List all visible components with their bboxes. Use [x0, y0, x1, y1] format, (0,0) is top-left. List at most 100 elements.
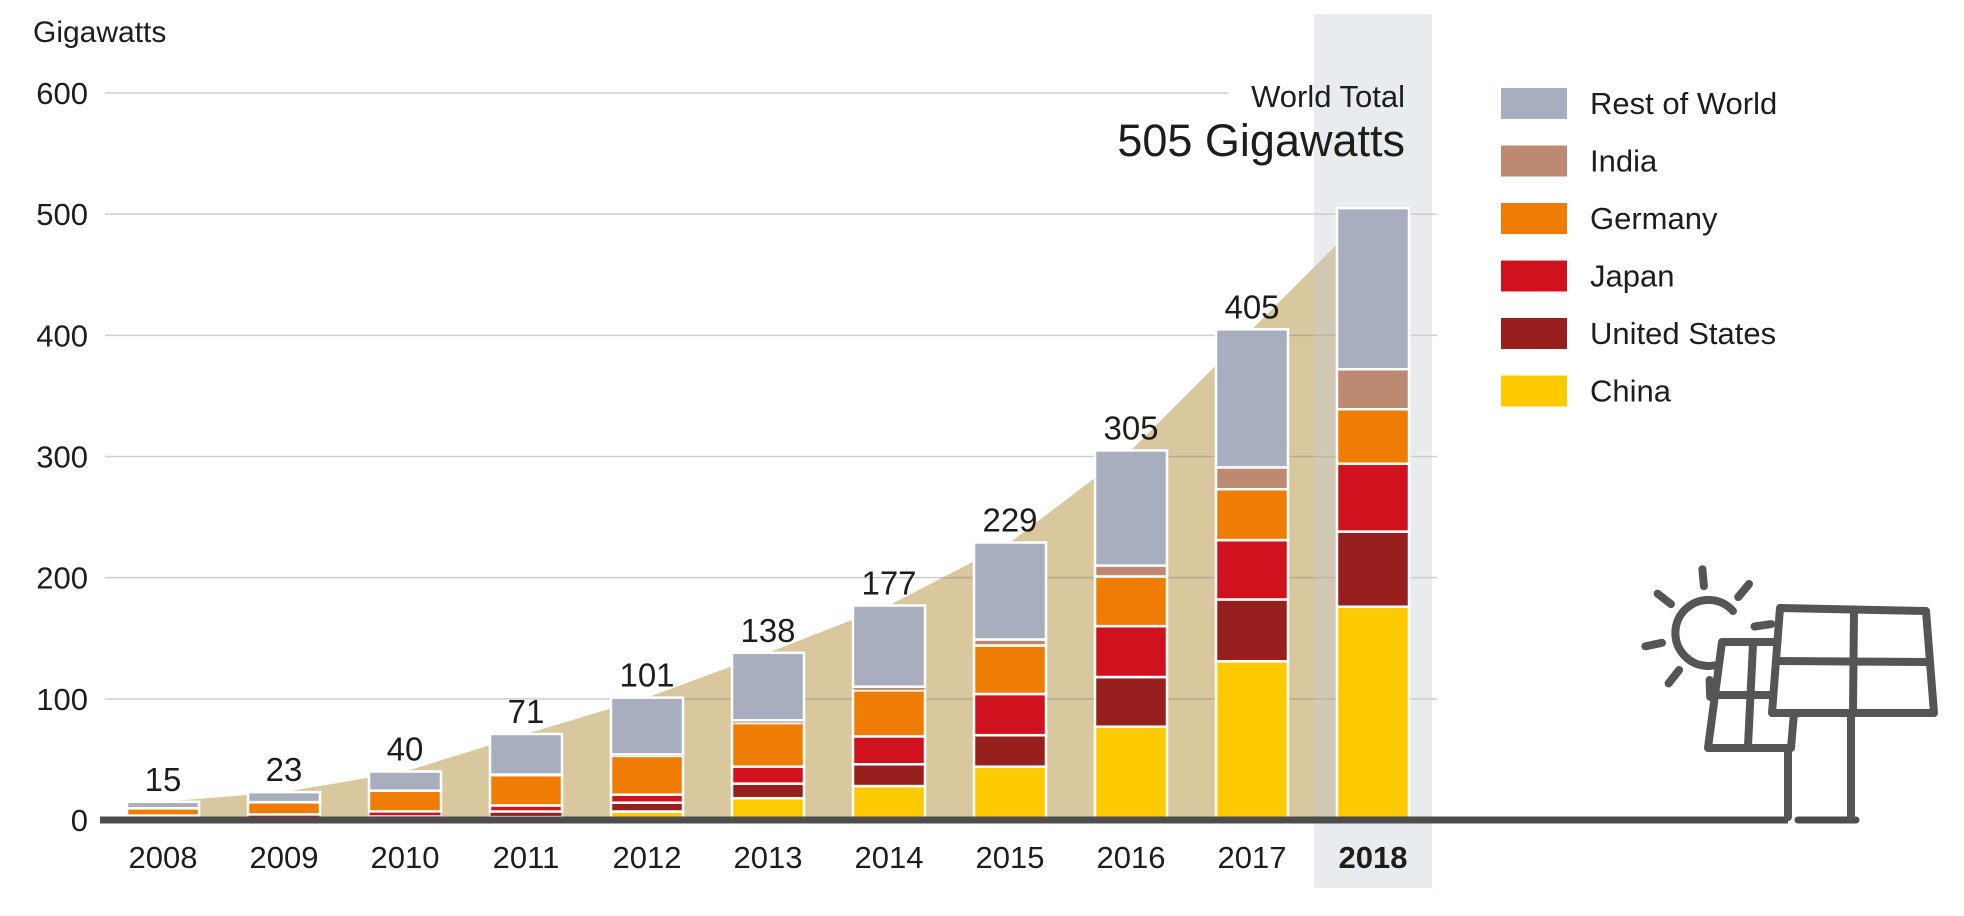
bar-segment-2015-rest-of-world [972, 541, 1048, 641]
legend-item-germany: Germany [1501, 201, 1718, 236]
sun-ray-6 [1705, 676, 1715, 701]
year-label-2016: 2016 [1097, 840, 1166, 875]
year-label-2008: 2008 [129, 840, 198, 875]
sun-ray-1 [1734, 580, 1754, 601]
total-label-2009: 23 [266, 751, 303, 788]
legend-label-china: China [1590, 374, 1672, 409]
legend-item-united-states: United States [1501, 316, 1776, 351]
bar-segment-2014-china [851, 784, 927, 822]
total-label-2017: 405 [1224, 288, 1279, 325]
bar-segment-2008-rest-of-world [125, 800, 201, 810]
bar-2012 [609, 696, 685, 822]
world-total-value: 505 Gigawatts [1117, 115, 1405, 166]
legend-swatch-india [1501, 145, 1567, 177]
bar-segment-2018-china [1335, 605, 1411, 822]
bar-segment-2015-china [972, 765, 1048, 822]
sun-ray-5 [1664, 666, 1684, 688]
bar-segment-2017-india [1214, 466, 1290, 491]
bar-2013 [730, 651, 806, 822]
sun-ray-3 [1653, 589, 1675, 609]
bars-layer [125, 206, 1411, 822]
total-label-2012: 101 [619, 657, 674, 694]
legend-label-united-states: United States [1590, 316, 1776, 351]
year-label-2009: 2009 [250, 840, 319, 875]
bar-segment-2014-rest-of-world [851, 604, 927, 688]
bar-segment-2009-rest-of-world [246, 790, 322, 804]
legend-swatch-china [1501, 375, 1567, 407]
legend-label-india: India [1590, 144, 1658, 179]
bar-segment-2016-china [1093, 725, 1169, 822]
year-label-2015: 2015 [976, 840, 1045, 875]
bar-segment-2017-china [1214, 660, 1290, 822]
bar-2017 [1214, 328, 1290, 822]
bar-segment-2010-rest-of-world [367, 770, 443, 792]
world-total-label: World Total [1251, 79, 1405, 114]
sun-ray-0 [1698, 565, 1708, 591]
year-label-2011: 2011 [493, 840, 560, 875]
bar-segment-2016-rest-of-world [1093, 449, 1169, 567]
y-tick-label-600: 600 [36, 76, 88, 111]
bar-segment-2012-germany [609, 754, 685, 796]
year-label-2018: 2018 [1339, 840, 1408, 875]
bar-segment-2011-germany [488, 773, 564, 807]
bar-2018 [1335, 206, 1411, 822]
y-tick-label-400: 400 [36, 318, 88, 353]
bar-segment-2014-japan [851, 735, 927, 766]
bar-segment-2015-germany [972, 644, 1048, 696]
legend-item-india: India [1501, 144, 1658, 179]
world-total-area-layer [163, 208, 1373, 821]
bar-2016 [1093, 449, 1169, 822]
bar-segment-2018-germany [1335, 408, 1411, 466]
y-axis-title: Gigawatts [33, 16, 166, 49]
bar-segment-2016-germany [1093, 575, 1169, 628]
bar-segment-2016-india [1093, 564, 1169, 578]
legend-item-rest-of-world: Rest of World [1501, 86, 1777, 121]
bar-segment-2013-rest-of-world [730, 651, 806, 722]
bar-segment-2017-germany [1214, 487, 1290, 542]
world-total-area [163, 208, 1373, 821]
bar-segment-2017-united-states [1214, 598, 1290, 663]
legend: Rest of World India Germany Japan United Sta… [1501, 86, 1777, 409]
y-tick-label-0: 0 [71, 803, 88, 838]
year-label-2017: 2017 [1218, 840, 1287, 875]
sun-icon [1671, 595, 1737, 670]
bar-segment-2018-japan [1335, 462, 1411, 533]
legend-label-japan: Japan [1590, 259, 1674, 294]
legend-label-rest-of-world: Rest of World [1590, 86, 1777, 121]
bar-segment-2013-germany [730, 721, 806, 768]
y-tick-label-200: 200 [36, 561, 88, 596]
bar-segment-2014-germany [851, 689, 927, 738]
year-label-2013: 2013 [734, 840, 803, 875]
bar-segment-2017-rest-of-world [1214, 328, 1290, 469]
total-label-2013: 138 [740, 612, 795, 649]
bar-segment-2011-rest-of-world [488, 732, 564, 776]
bar-segment-2013-united-states [730, 782, 806, 800]
y-tick-label-500: 500 [36, 197, 88, 232]
bar-segment-2015-united-states [972, 733, 1048, 768]
bar-segment-2012-rest-of-world [609, 696, 685, 756]
solar-panel-icon [1641, 565, 1938, 821]
legend-swatch-rest-of-world [1501, 88, 1567, 119]
bar-segment-2012-united-states [609, 801, 685, 813]
bar-segment-2018-india [1335, 368, 1411, 411]
text-layer: Gigawatts World Total 505 Gigawatts 15 23… [33, 16, 1405, 798]
bar-segment-2010-germany [367, 789, 443, 813]
sun-ray-2 [1750, 620, 1776, 631]
bar-2010 [367, 770, 443, 820]
year-label-2014: 2014 [855, 840, 924, 875]
year-label-2010: 2010 [371, 840, 440, 875]
bar-2015 [972, 541, 1048, 822]
total-label-2008: 15 [145, 761, 182, 798]
solar-panel-front-grid [1773, 606, 1934, 715]
total-label-2014: 177 [861, 565, 916, 602]
legend-swatch-germany [1501, 203, 1567, 234]
total-label-2010: 40 [387, 731, 424, 768]
total-label-2015: 229 [982, 502, 1037, 539]
bar-segment-2015-japan [972, 692, 1048, 737]
legend-label-germany: Germany [1590, 201, 1718, 236]
legend-swatch-japan [1501, 260, 1567, 292]
axis-layer: 2008 2009 2010 2011 2012 2013 2014 2015 2016 2017… [100, 816, 1860, 875]
bar-2009 [246, 790, 322, 821]
